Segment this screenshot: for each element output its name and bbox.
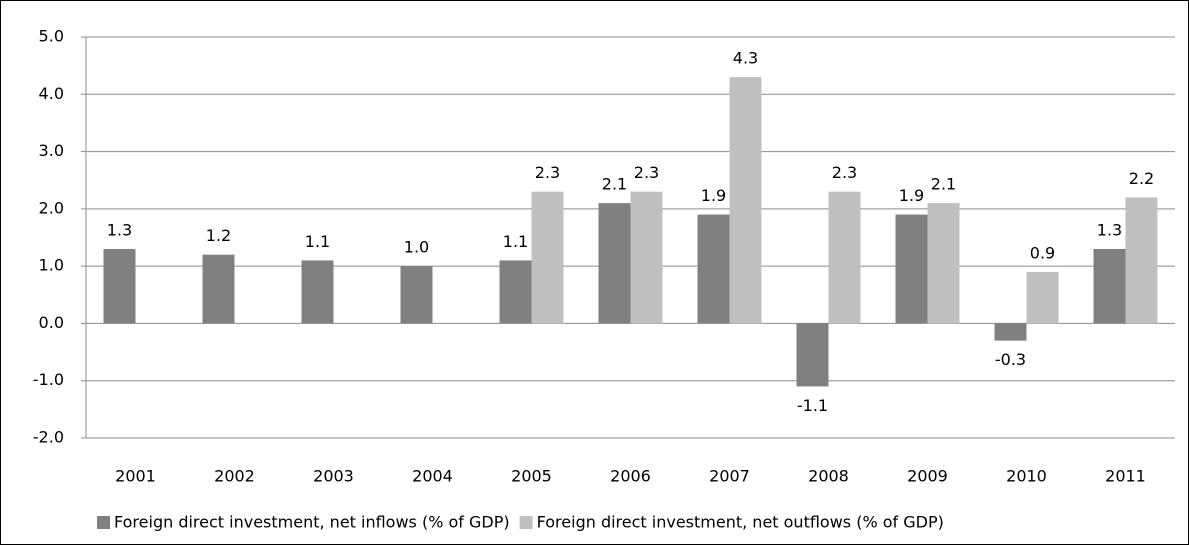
y-tick-label: 5.0 bbox=[39, 27, 64, 46]
value-label: 1.3 bbox=[107, 220, 132, 239]
y-tick-label: 0.0 bbox=[39, 313, 64, 332]
value-label: 2.3 bbox=[832, 163, 857, 182]
bar bbox=[598, 203, 631, 324]
x-tick-label: 2001 bbox=[115, 467, 156, 486]
value-label: 1.2 bbox=[206, 226, 231, 245]
value-label: -0.3 bbox=[995, 350, 1026, 369]
x-tick-label: 2009 bbox=[907, 467, 948, 486]
value-label: 2.1 bbox=[602, 175, 627, 194]
value-label: 2.3 bbox=[535, 163, 560, 182]
bar bbox=[697, 214, 730, 324]
value-label: 1.1 bbox=[305, 232, 330, 251]
x-tick-label: 2010 bbox=[1006, 467, 1047, 486]
value-label: -1.1 bbox=[797, 396, 828, 415]
bar bbox=[1026, 271, 1059, 324]
value-label: 1.9 bbox=[701, 186, 726, 205]
legend-label: Foreign direct investment, net outflows … bbox=[537, 513, 944, 532]
x-tick-label: 2006 bbox=[610, 467, 651, 486]
bar bbox=[828, 191, 861, 324]
y-tick-label: -1.0 bbox=[33, 370, 64, 389]
bar bbox=[729, 77, 762, 324]
x-tick-label: 2003 bbox=[313, 467, 354, 486]
value-label: 2.3 bbox=[634, 163, 659, 182]
x-tick-label: 2004 bbox=[412, 467, 453, 486]
y-tick-label: 3.0 bbox=[39, 141, 64, 160]
bar bbox=[994, 323, 1027, 341]
value-label: 1.0 bbox=[404, 238, 429, 257]
value-label: 1.1 bbox=[503, 232, 528, 251]
bar bbox=[895, 214, 928, 324]
x-tick-label: 2002 bbox=[214, 467, 255, 486]
bar bbox=[531, 191, 564, 324]
bar bbox=[1125, 197, 1158, 324]
value-label: 1.3 bbox=[1097, 220, 1122, 239]
value-label: 2.1 bbox=[931, 175, 956, 194]
value-label: 1.9 bbox=[899, 186, 924, 205]
value-label: 2.2 bbox=[1129, 169, 1154, 188]
x-tick-label: 2005 bbox=[511, 467, 552, 486]
bar bbox=[202, 254, 235, 324]
x-tick-label: 2007 bbox=[709, 467, 750, 486]
bar bbox=[630, 191, 663, 324]
x-tick-label: 2008 bbox=[808, 467, 849, 486]
legend-swatch bbox=[519, 516, 533, 529]
legend-swatch bbox=[97, 516, 110, 529]
y-tick-label: -2.0 bbox=[33, 428, 64, 447]
y-tick-label: 1.0 bbox=[39, 256, 64, 275]
bar bbox=[499, 260, 532, 324]
bar bbox=[1093, 248, 1126, 324]
bar bbox=[927, 203, 960, 324]
y-tick-label: 4.0 bbox=[39, 84, 64, 103]
y-tick-label: 2.0 bbox=[39, 198, 64, 217]
x-tick-label: 2011 bbox=[1105, 467, 1146, 486]
bar bbox=[103, 248, 136, 324]
bar bbox=[400, 266, 433, 324]
bar bbox=[301, 260, 334, 324]
bar bbox=[796, 323, 829, 387]
value-label: 0.9 bbox=[1030, 243, 1055, 262]
value-label: 4.3 bbox=[733, 49, 758, 68]
legend-label: Foreign direct investment, net inflows (… bbox=[114, 513, 510, 532]
